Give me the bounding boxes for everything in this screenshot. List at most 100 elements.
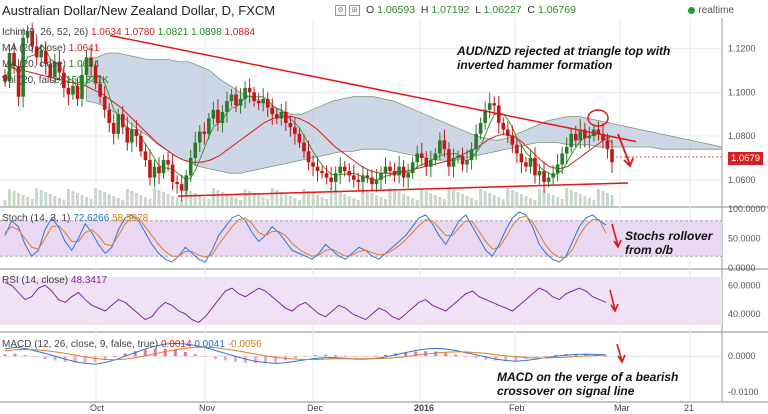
macd-histogram-bar [344, 355, 348, 357]
triangle-top-trendline [109, 34, 637, 143]
candle-body [610, 149, 614, 163]
candle-body [229, 94, 234, 102]
stoch-annotation-line2: from o/b [625, 243, 673, 257]
candle-body [39, 50, 44, 58]
volume-bar [30, 199, 34, 206]
macd-histogram-bar [43, 356, 47, 360]
candle-body [419, 153, 424, 158]
volume-bar [343, 194, 347, 206]
volume-bar [220, 192, 224, 206]
settings-icon[interactable]: ⚙ [335, 5, 346, 16]
macd-histogram-bar [103, 356, 107, 360]
candle-body [605, 140, 610, 150]
macd-histogram-bar [504, 356, 508, 361]
candle-body [483, 109, 487, 123]
macd-histogram-bar [123, 353, 127, 357]
candle-body [392, 171, 397, 176]
volume-bar [601, 191, 605, 206]
compare-icon[interactable]: ⊞ [349, 5, 360, 16]
candle-body [297, 133, 302, 143]
volume-bar [361, 189, 365, 206]
ma1-legend[interactable]: MA (20, close) 1.0641 [2, 43, 100, 54]
candle-body [166, 160, 170, 165]
volume-bar [583, 196, 587, 206]
candle-body [315, 166, 320, 172]
volume-bar [166, 194, 170, 206]
macd-histogram-bar [364, 356, 368, 358]
stoch-annotation-line1: Stochs rollover [625, 229, 713, 243]
y-tick-label: 1.1000 [728, 87, 756, 97]
stoch-legend[interactable]: Stoch (14, 3, 1) 72.6266 58.5978 [2, 213, 149, 224]
volume-bar [347, 196, 351, 206]
volume-bar [239, 200, 243, 206]
candle-body [80, 74, 84, 99]
volume-bar [80, 195, 84, 206]
macd-histogram-bar [554, 354, 558, 357]
macd-histogram-bar [293, 356, 297, 359]
macd-histogram-bar [384, 354, 388, 357]
macd-histogram-bar [203, 356, 207, 358]
volume-bar [492, 195, 496, 206]
candle-body [356, 179, 361, 182]
macd-annotation: MACD on the verge of a bearish crossover… [497, 370, 678, 398]
candle-body [16, 66, 21, 97]
volume-bar [116, 198, 120, 206]
candle-body [410, 162, 415, 174]
stoch-annotation: Stochs rollover from o/b [625, 229, 712, 257]
candle-body [130, 129, 134, 143]
macd-histogram-bar [324, 354, 328, 357]
volume-bar [193, 193, 197, 206]
volume-bar [596, 189, 600, 206]
macd-histogram-bar [514, 356, 518, 361]
candle-body [12, 52, 16, 67]
rsi-legend[interactable]: RSI (14, close) 48.3417 [2, 275, 108, 286]
volume-bar [94, 188, 98, 206]
candle-body [102, 96, 107, 110]
volume-bar [75, 193, 79, 206]
candle-body [569, 133, 574, 147]
macd-histogram-bar [404, 352, 408, 357]
volume-bar [98, 190, 102, 206]
volume-bar [424, 191, 428, 206]
volume-bar [329, 188, 333, 206]
volume-bar [234, 198, 238, 206]
ichimoku-legend[interactable]: Ichim(9, 26, 52, 26) 1.0634 1.0780 1.082… [2, 27, 256, 38]
ma2-legend[interactable]: MA (20, close) 1.0634 [2, 59, 100, 70]
volume-bar [175, 198, 179, 206]
candle-body [596, 129, 601, 134]
volume-legend[interactable]: Vol (20, false) 151.841K [2, 75, 109, 86]
candle-body [62, 72, 66, 88]
volume-bar [483, 191, 487, 206]
macd-histogram-bar [23, 355, 27, 357]
macd-histogram-bar [113, 356, 117, 358]
volume-bar [528, 198, 532, 206]
symbol-title[interactable]: Australian Dollar/New Zealand Dollar, D,… [2, 3, 276, 18]
volume-bar [297, 200, 301, 206]
macd-legend[interactable]: MACD (12, 26, close, 9, false, true) 0.0… [2, 339, 262, 350]
candle-body [7, 52, 12, 82]
candle-body [438, 140, 442, 154]
volume-bar [411, 198, 415, 206]
candle-body [256, 101, 261, 104]
candle-body [220, 112, 225, 123]
candle-body [265, 98, 270, 108]
candle-body [546, 177, 551, 182]
volume-bar [171, 196, 175, 206]
candle-body [71, 85, 75, 95]
candle-body [515, 144, 519, 154]
bearish-arrow-rsi [609, 289, 619, 313]
volume-bar [379, 197, 383, 206]
macd-annotation-line1: MACD on the verge of a bearish [497, 370, 679, 384]
candle-body [415, 153, 420, 163]
candle-body [338, 166, 343, 174]
candle-body [351, 175, 356, 180]
candle-body [188, 157, 193, 176]
volume-bar [198, 195, 202, 206]
candle-body [524, 162, 528, 167]
volume-bar [465, 196, 469, 206]
candle-body [333, 173, 338, 182]
volume-bar [279, 192, 283, 206]
candle-body [537, 171, 542, 176]
candle-body [21, 37, 25, 97]
